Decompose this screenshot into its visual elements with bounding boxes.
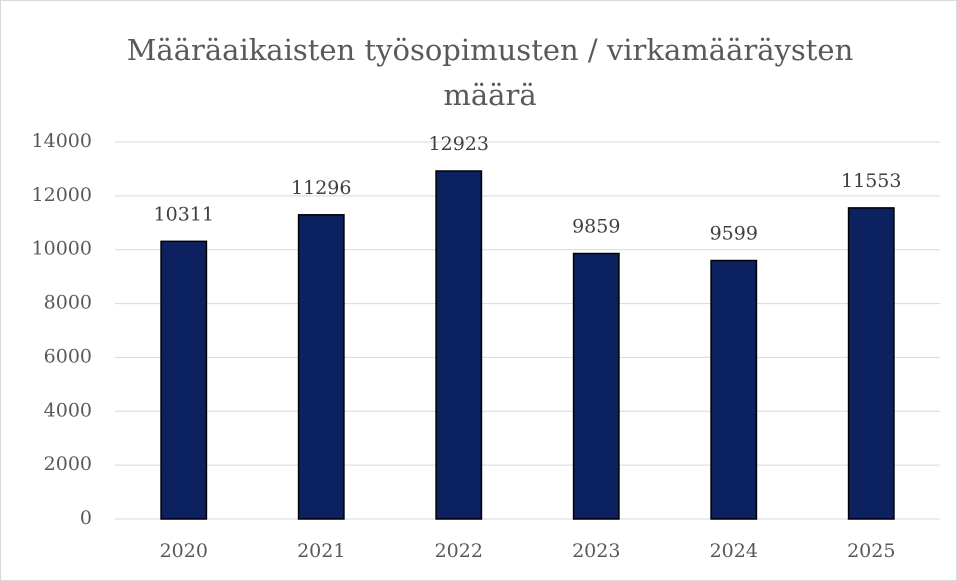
bar — [572, 252, 620, 520]
y-tick-label: 12000 — [32, 184, 92, 206]
x-tick-label: 2020 — [160, 540, 208, 562]
y-tick-label: 4000 — [44, 399, 92, 421]
x-tick-label: 2025 — [847, 540, 895, 562]
y-tick-label: 2000 — [44, 453, 92, 475]
y-tick-label: 0 — [80, 507, 92, 529]
data-label: 9859 — [572, 216, 620, 238]
bar — [160, 240, 208, 520]
y-tick-label: 10000 — [32, 238, 92, 260]
bar — [710, 259, 758, 520]
data-label: 10311 — [154, 203, 214, 225]
y-tick-label: 8000 — [44, 292, 92, 314]
x-tick-label: 2023 — [572, 540, 620, 562]
data-label: 12923 — [429, 133, 489, 155]
data-label: 11553 — [841, 170, 901, 192]
y-tick-label: 14000 — [32, 130, 92, 152]
bar — [847, 207, 895, 520]
bar — [435, 170, 483, 520]
bar — [297, 214, 345, 520]
chart-title: Määräaikaisten työsopimusten / virkamäär… — [126, 33, 854, 112]
x-tick-label: 2022 — [435, 540, 483, 562]
y-tick-label: 6000 — [44, 345, 92, 367]
x-tick-label: 2024 — [710, 540, 758, 562]
data-label: 9599 — [710, 223, 758, 245]
data-label: 11296 — [291, 177, 351, 199]
x-tick-label: 2021 — [297, 540, 345, 562]
